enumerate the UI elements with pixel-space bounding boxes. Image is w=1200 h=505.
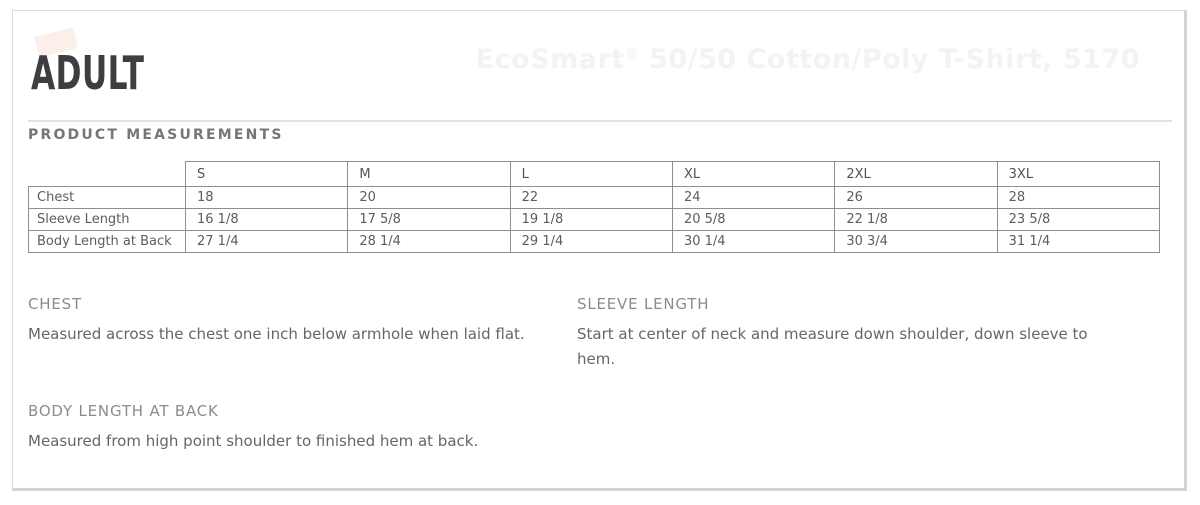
table-row-body-length-at-back: Body Length at Back 27 1/4 28 1/4 29 1/4…	[28, 230, 1161, 253]
measurement-cell: 28	[996, 186, 1161, 209]
product-name-watermark-text: EcoSmart® 50/50 Cotton/Poly T-Shirt, 517…	[475, 44, 1140, 75]
measurement-cell: 20	[347, 186, 511, 209]
table-row-chest: Chest 18 20 22 24 26 28	[28, 186, 1161, 209]
definition-term: BODY LENGTH AT BACK	[28, 402, 219, 420]
definition-term: CHEST	[28, 295, 82, 313]
measurement-cell: 22	[509, 186, 673, 209]
measurement-cell: 23 5/8	[996, 208, 1161, 231]
size-col-header-3xl: 3XL	[996, 161, 1161, 187]
measurement-cell: 31 1/4	[996, 230, 1161, 253]
measurements-table: S M L XL 2XL 3XL Chest 18 20 22 24 26 28…	[28, 161, 1161, 253]
size-col-header-m: M	[347, 161, 511, 187]
definition-description: Measured across the chest one inch below…	[28, 325, 525, 343]
definition-description: Measured from high point shoulder to fin…	[28, 432, 479, 450]
table-row-sleeve-length: Sleeve Length 16 1/8 17 5/8 19 1/8 20 5/…	[28, 208, 1161, 231]
empty-corner-cell	[29, 162, 186, 187]
size-col-header-xl: XL	[671, 161, 836, 187]
definition-chest: CHEST Measured across the chest one inch…	[28, 295, 540, 347]
measurement-cell: 27 1/4	[184, 230, 349, 253]
content-frame-border	[12, 10, 1187, 491]
measurement-cell: 24	[671, 186, 836, 209]
measurement-cell: 18	[184, 186, 349, 209]
measurement-cell: 22 1/8	[834, 208, 998, 231]
measurement-cell: 19 1/8	[509, 208, 673, 231]
measurement-cell: 20 5/8	[671, 208, 836, 231]
row-label-sleeve-length: Sleeve Length	[28, 208, 186, 231]
measurement-cell: 30 3/4	[834, 230, 998, 253]
size-header-row: S M L XL 2XL 3XL	[29, 161, 1161, 187]
row-label-chest: Chest	[28, 186, 186, 209]
size-col-header-l: L	[509, 161, 673, 187]
measurement-cell: 28 1/4	[347, 230, 511, 253]
row-label-body-length-at-back: Body Length at Back	[28, 230, 186, 253]
definition-sleeve-length: SLEEVE LENGTH Start at center of neck an…	[577, 295, 1089, 372]
definition-description: Start at center of neck and measure down…	[577, 325, 1088, 368]
page-title: ADULT	[31, 46, 145, 100]
size-col-header-s: S	[184, 161, 349, 187]
heading-divider	[28, 120, 1172, 122]
measurement-cell: 29 1/4	[509, 230, 673, 253]
definition-term: SLEEVE LENGTH	[577, 295, 710, 313]
definition-body-length-at-back: BODY LENGTH AT BACK Measured from high p…	[28, 402, 540, 454]
measurement-cell: 17 5/8	[347, 208, 511, 231]
measurement-cell: 30 1/4	[671, 230, 836, 253]
measurement-cell: 26	[834, 186, 998, 209]
size-col-header-2xl: 2XL	[834, 161, 998, 187]
product-measurements-heading: PRODUCT MEASUREMENTS	[28, 127, 284, 143]
measurement-cell: 16 1/8	[184, 208, 349, 231]
